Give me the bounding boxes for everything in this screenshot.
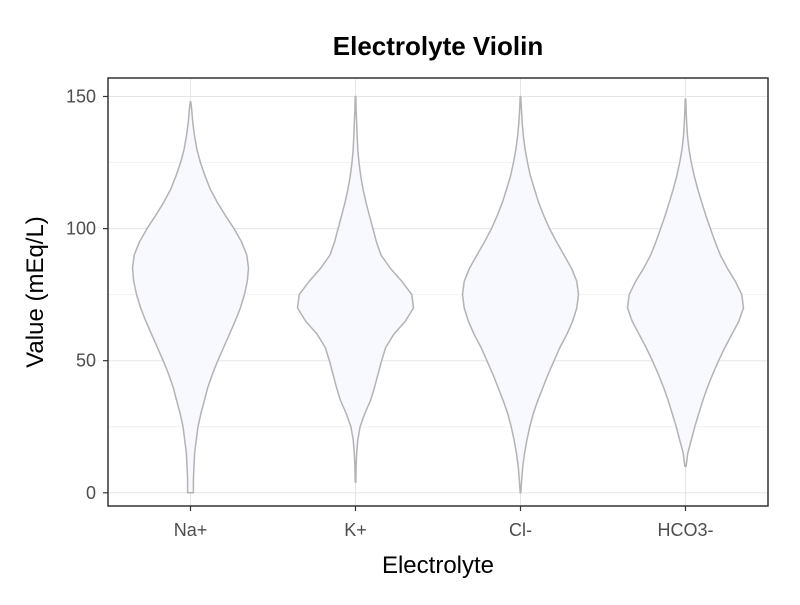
x-tick-label: K+ xyxy=(344,520,367,540)
violin-cl xyxy=(461,95,580,494)
y-tick-label: 0 xyxy=(86,483,96,503)
x-tick-label: HCO3- xyxy=(657,520,713,540)
y-axis-title: Value (mEq/L) xyxy=(22,216,49,368)
x-tick-label: Na+ xyxy=(174,520,208,540)
violin-na xyxy=(131,101,250,494)
y-tick-label: 100 xyxy=(66,219,96,239)
x-tick-label: Cl- xyxy=(509,520,532,540)
y-tick-label: 150 xyxy=(66,86,96,106)
axes: 0 50 100 150 Na+ K+ Cl- HCO3- xyxy=(66,86,714,540)
panel-border xyxy=(107,77,769,507)
x-axis-title: Electrolyte xyxy=(382,552,494,579)
violin-k xyxy=(296,95,415,483)
violins xyxy=(131,95,745,494)
chart-title: Electrolyte Violin xyxy=(333,31,543,61)
violin-hco3 xyxy=(626,98,745,468)
y-tick-label: 50 xyxy=(76,351,96,371)
